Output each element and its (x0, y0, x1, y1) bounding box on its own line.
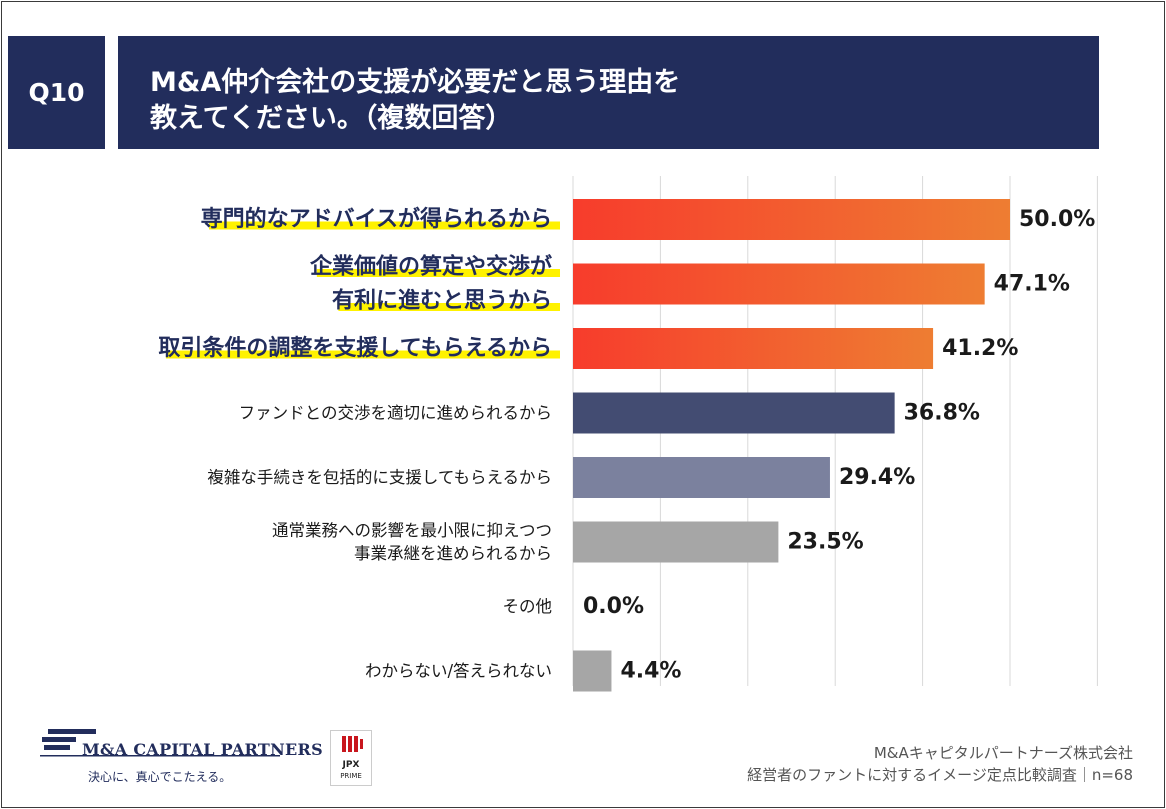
bar (573, 199, 1010, 240)
bar (573, 457, 830, 498)
highlight-marker (338, 303, 560, 311)
company-logo-text: M&A CAPITAL PARTNERS (82, 740, 323, 759)
bar (573, 392, 895, 434)
category-label: ファンドとの交渉を適切に進められるから (239, 404, 552, 423)
category-label: わからない/答えられない (365, 662, 552, 681)
value-label: 41.2% (942, 336, 1018, 361)
category-label: 有利に進むと思うから (332, 288, 552, 314)
jpx-label: JPX (342, 760, 360, 770)
category-label: 企業価値の算定や交渉が (309, 254, 552, 280)
category-label: 通常業務への影響を最小限に抑えつつ (272, 521, 552, 540)
company-tagline: 決心に、真心でこたえる。 (88, 770, 232, 784)
highlight-marker (209, 221, 561, 230)
bar (573, 263, 985, 305)
category-label: 取引条件の調整を支援してもらえるから (158, 335, 552, 361)
category-label: 事業承継を進められるから (354, 544, 552, 563)
value-label: 4.4% (620, 659, 681, 684)
question-title-line1: M&A仲介会社の支援が必要だと思う理由を (150, 67, 681, 98)
source-survey: 経営者のファントに対するイメージ定点比較調査｜n=68 (747, 766, 1133, 784)
company-logo-icon (40, 729, 280, 757)
value-label: 29.4% (839, 465, 915, 490)
category-label: 複雑な手続きを包括的に支援してもらえるから (207, 468, 552, 487)
highlight-marker (316, 269, 560, 277)
value-label: 47.1% (994, 272, 1070, 297)
source-company: M&Aキャピタルパートナーズ株式会社 (873, 744, 1133, 762)
question-number: Q10 (28, 78, 85, 107)
category-label: その他 (503, 597, 553, 616)
bar (573, 650, 612, 692)
question-title-box: M&A仲介会社の支援が必要だと思う理由を 教えてください。（複数回答） (118, 36, 1099, 149)
value-label: 36.8% (904, 401, 980, 426)
value-label: 0.0% (583, 594, 644, 619)
value-label: 23.5% (787, 530, 863, 555)
jpx-sub-label: PRIME (340, 772, 362, 780)
category-label: 専門的なアドバイスが得られるから (201, 206, 552, 232)
question-title-line2: 教えてください。（複数回答） (150, 103, 513, 134)
value-label: 50.0% (1019, 207, 1095, 232)
jpx-prime-logo-icon (330, 730, 372, 786)
question-number-box: Q10 (8, 36, 105, 149)
highlight-marker (165, 350, 561, 359)
bar (573, 328, 934, 369)
bar (573, 521, 779, 563)
